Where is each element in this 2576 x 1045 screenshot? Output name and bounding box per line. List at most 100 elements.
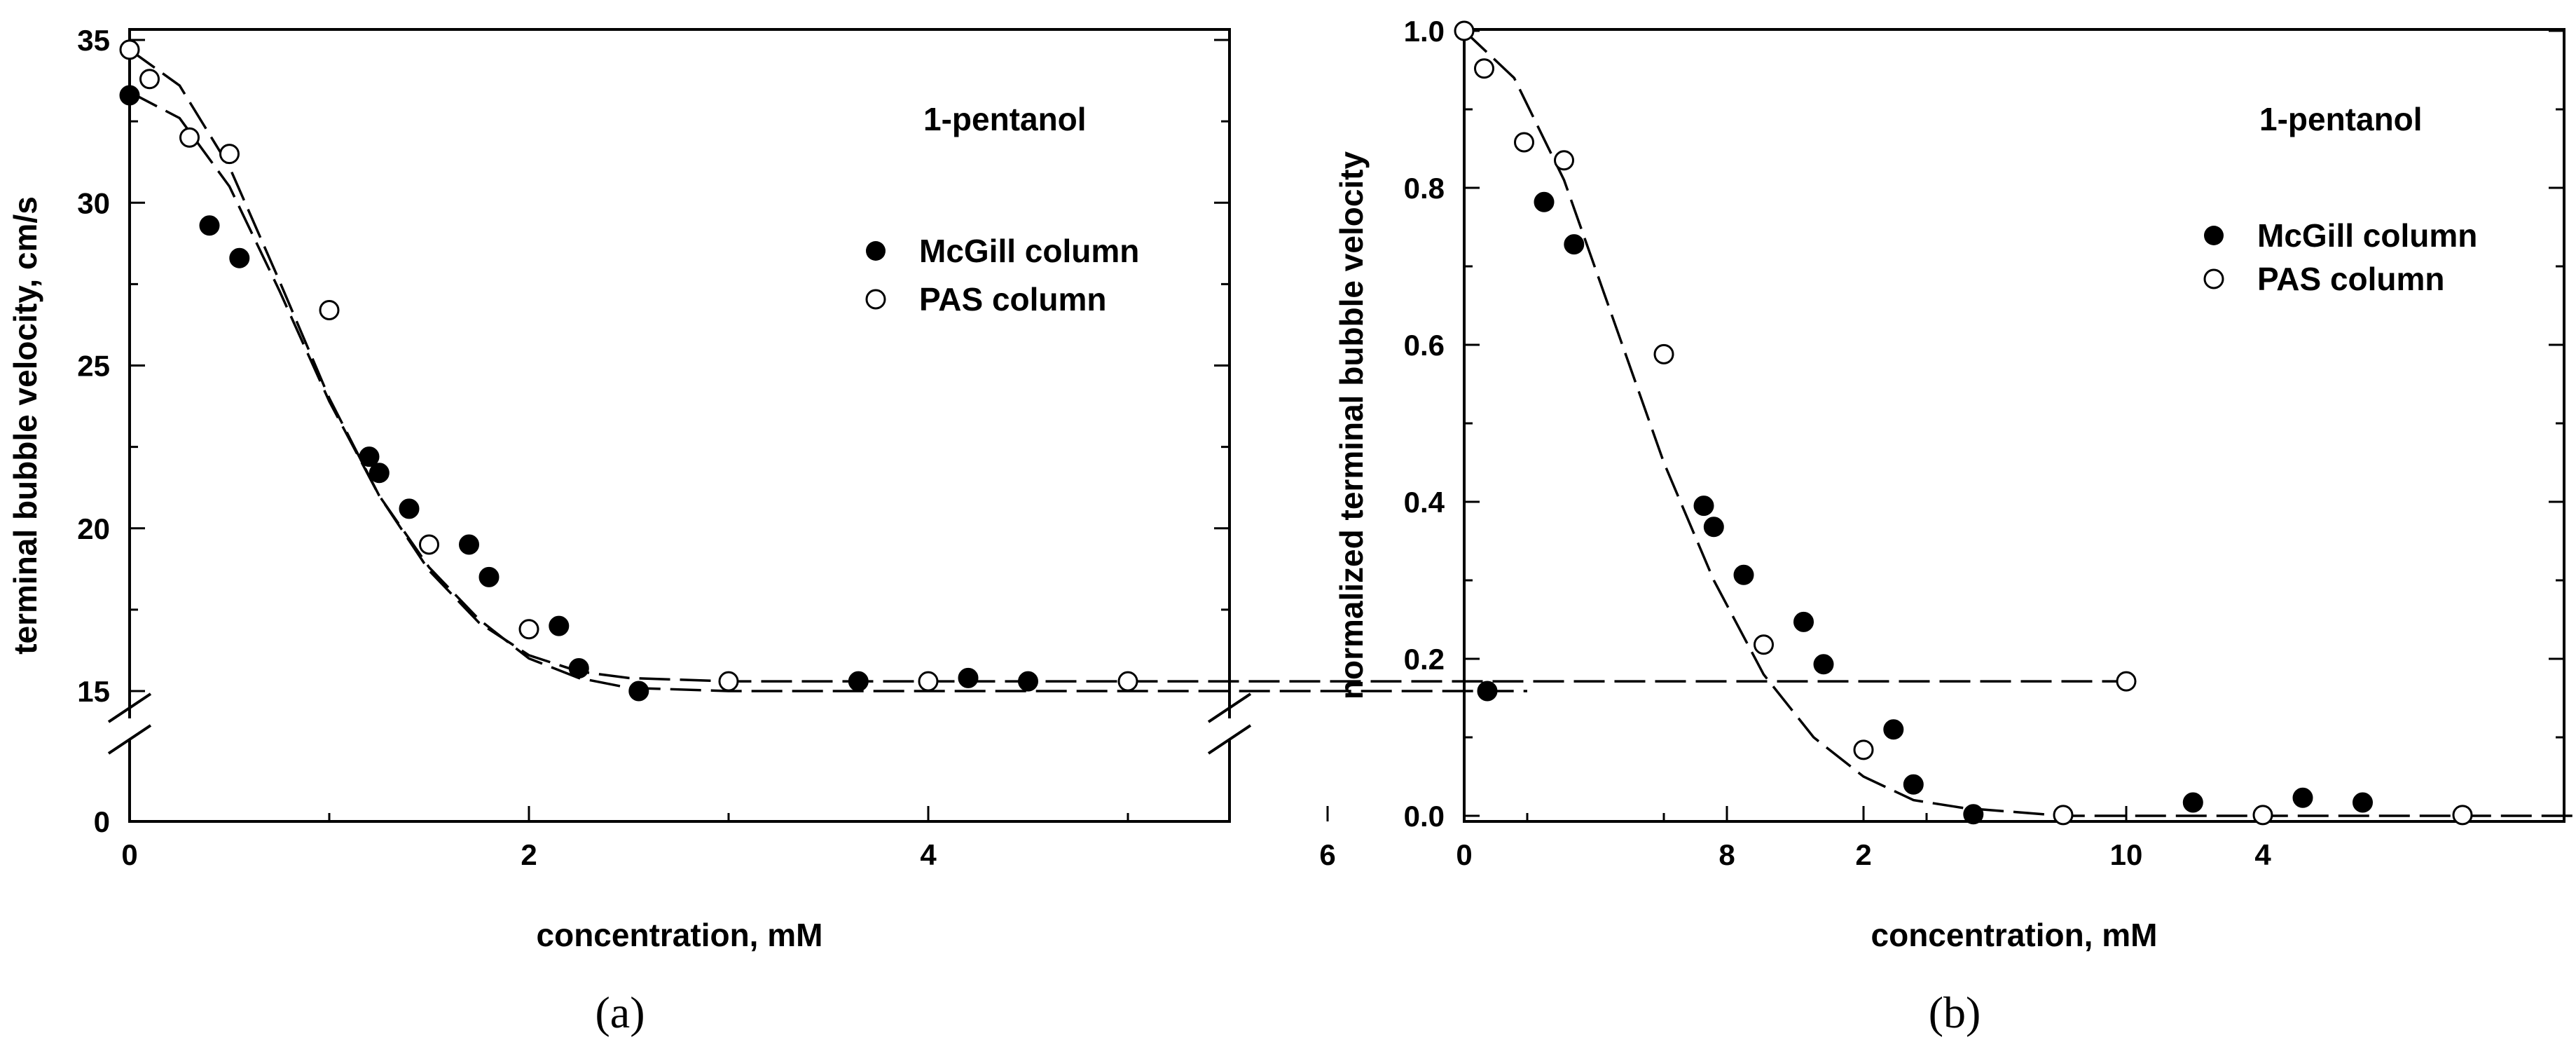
y-tick-label-a: 20 [77,512,110,545]
pas-point-a [2116,671,2137,692]
mcgill-point-b [1564,234,1585,255]
y-tick-label-b: 0.4 [1404,486,1445,519]
mcgill-point-b [2182,792,2203,813]
legend-label-pas-a: PAS column [919,281,1107,317]
pas-point-a [219,144,240,165]
pas-point-a [1117,671,1138,692]
pas-point-b [1853,739,1874,760]
legend-marker-mcgill-a [866,241,886,261]
y-tick-label-b: 0.6 [1404,329,1445,362]
pas-point-b [2053,805,2074,826]
mcgill-point-a [459,534,479,555]
legend-label-pas-b: PAS column [2257,261,2445,297]
pas-point-b [1454,20,1475,41]
legend-a: McGill column PAS column [865,233,1139,317]
mcgill-point-a [399,498,420,519]
mcgill-point-b [2353,792,2373,813]
data-points-a [119,39,2137,702]
x-tick-label-a: 2 [521,838,537,871]
y-tick-label-b: 0.0 [1404,800,1445,833]
y-tick-label-a: 35 [77,24,110,57]
fit-curves-b [1463,29,2576,817]
x-tick-label-b: 0 [1456,838,1472,871]
mcgill-point-a [958,667,979,688]
mcgill-point-b [2292,787,2313,808]
mcgill-point-b [1793,611,1814,632]
pas-point-a [179,127,200,148]
mcgill-point-a [478,566,500,587]
mcgill-point-a [549,615,570,636]
pas-point-b [2452,805,2473,826]
pas-point-b [2252,805,2273,826]
y-tick-label-b: 0.2 [1404,643,1445,676]
annotation-a: 1-pentanol [923,101,1087,137]
panel-label-a: (a) [595,988,645,1037]
x-tick-label-b: 2 [1855,838,1871,871]
x-axis-label-b: concentration, mM [1871,917,2158,953]
mcgill-point-b [1963,804,1984,825]
pas-point-b [1474,58,1494,79]
mcgill-point-a [359,446,380,467]
pas-point-a [419,534,439,555]
pas-point-a [119,39,140,60]
panel-label-b: (b) [1929,988,1981,1037]
legend-b: McGill column PAS column [2203,217,2477,297]
x-tick-label-a: 0 [121,838,137,871]
fit-curves-a [128,48,2126,692]
pas-point-b [1653,343,1674,364]
mcgill-point-b [1703,517,1724,538]
y-tick-label-a: 30 [77,186,110,219]
annotation-b: 1-pentanol [2259,101,2423,137]
pas-point-a [918,671,939,692]
mcgill-point-b [1693,496,1714,517]
mcgill-point-a [848,671,869,692]
pas-point-b [1754,634,1774,655]
y-axis-label-b: normalized terminal bubble velocity [1333,151,1370,699]
y-tick-label-a: 15 [77,675,110,708]
pas-point-a [139,69,160,90]
x-tick-label-b: 4 [2254,838,2271,871]
mcgill-point-b [1733,564,1754,585]
x-tick-label-a: 6 [1319,838,1335,871]
mcgill-point-b [1534,191,1555,212]
mcgill-point-a [568,658,589,678]
legend-label-mcgill-b: McGill column [2257,217,2477,254]
plot-frame-b [1463,28,2565,823]
pas-point-b [1554,150,1574,171]
y-tick-label-b: 1.0 [1404,15,1445,48]
y-tick-label-a: 0 [94,805,110,838]
mcgill-point-a [199,215,220,236]
legend-marker-pas-b [2203,268,2224,289]
y-axis-break-a [107,692,1252,755]
mcgill-point-a [1018,671,1038,692]
x-tick-label-a: 8 [1719,838,1735,871]
mcgill-point-a [628,681,649,702]
mcgill-point-b [1903,774,1924,795]
legend-marker-mcgill-b [2204,226,2224,245]
plot-frame-a [128,28,1231,823]
pas-point-b [1514,132,1534,153]
x-tick-label-a: 4 [920,838,937,871]
x-axis-label-a: concentration, mM [537,917,823,953]
y-tick-label-b: 0.8 [1404,172,1445,205]
fit-curve-a-0 [129,90,1527,692]
fit-curve-a-1 [128,48,2126,683]
mcgill-point-a [1477,681,1498,702]
mcgill-point-b [1813,654,1834,675]
mcgill-point-a [119,85,140,106]
pas-point-a [718,671,739,692]
mcgill-point-b [1883,719,1904,740]
mcgill-point-a [369,463,390,484]
pas-point-a [319,300,340,320]
y-tick-label-a: 25 [77,350,110,383]
y-axis-label-a: terminal bubble velocity, cm/s [7,196,43,655]
legend-marker-pas-a [865,289,886,310]
x-tick-label-a: 10 [2110,838,2143,871]
legend-label-mcgill-a: McGill column [919,233,1139,269]
mcgill-point-a [229,247,250,268]
